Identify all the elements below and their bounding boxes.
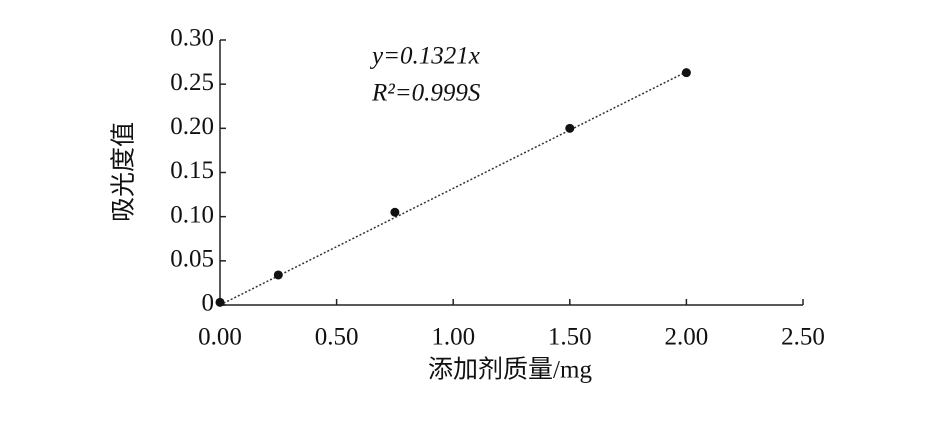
point xyxy=(565,123,575,133)
point xyxy=(273,270,283,280)
x-tick-label: 1.50 xyxy=(548,324,592,351)
x-tick-label: 2.00 xyxy=(665,324,709,351)
y-tick-label: 0 xyxy=(202,290,215,317)
point xyxy=(215,297,225,307)
y-tick-label: 0.15 xyxy=(170,157,214,184)
y-tick-label: 0.10 xyxy=(170,201,214,228)
trendline xyxy=(219,71,687,306)
x-tick-label: 2.50 xyxy=(781,324,825,351)
x-axis-title: 添加剂质量/mg xyxy=(428,356,592,384)
x-tick-label: 0.00 xyxy=(198,324,242,351)
x-tick-label: 0.50 xyxy=(315,324,359,351)
x-tick-label: 1.00 xyxy=(431,324,475,351)
point xyxy=(390,207,400,217)
equation: y=0.1321x xyxy=(369,43,480,70)
point xyxy=(681,68,691,78)
y-axis-title: 吸光度值 xyxy=(110,122,138,222)
y-tick-label: 0.05 xyxy=(170,246,214,273)
y-tick-label: 0.25 xyxy=(170,69,214,96)
r-squared: R²=0.999S xyxy=(371,80,481,107)
y-tick-label: 0.30 xyxy=(170,25,214,52)
y-tick-label: 0.20 xyxy=(170,113,214,140)
